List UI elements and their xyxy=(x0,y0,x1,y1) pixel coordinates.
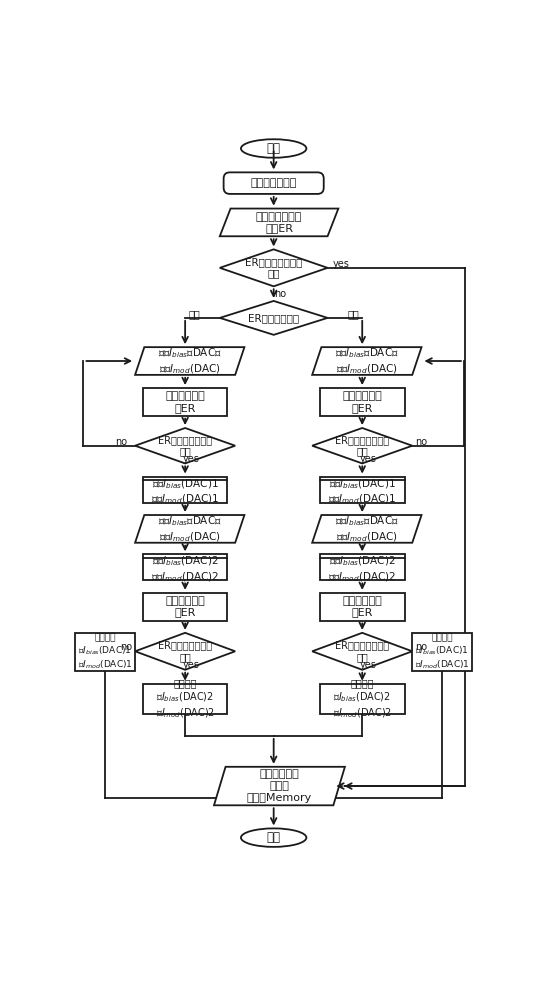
Text: yes: yes xyxy=(360,454,377,464)
Bar xyxy=(320,684,405,714)
Text: ER是否在第二目标
范围: ER是否在第二目标 范围 xyxy=(158,641,212,662)
Polygon shape xyxy=(312,347,421,375)
Text: 偏大: 偏大 xyxy=(189,309,200,319)
Bar xyxy=(143,388,227,416)
Text: ER是否在第二目标
范围: ER是否在第二目标 范围 xyxy=(158,435,212,457)
Text: ER是否在第二目标
范围: ER是否在第二目标 范围 xyxy=(335,641,389,662)
Text: 调试结果
为$I_{bias}$(DAC)2
和$I_{mod}$(DAC)2: 调试结果 为$I_{bias}$(DAC)2 和$I_{mod}$(DAC)2 xyxy=(155,678,215,720)
Text: 检测待测光模
块ER: 检测待测光模 块ER xyxy=(342,391,382,413)
Text: ER是否在第二目标
范围: ER是否在第二目标 范围 xyxy=(335,435,389,457)
Text: 调试结果
为$I_{bias}$(DAC)2
和$I_{mod}$(DAC)2: 调试结果 为$I_{bias}$(DAC)2 和$I_{mod}$(DAC)2 xyxy=(333,678,392,720)
Text: no: no xyxy=(115,437,128,447)
Text: 减小$I_{bias}$（DAC）
增大$I_{mod}$(DAC): 减小$I_{bias}$（DAC） 增大$I_{mod}$(DAC) xyxy=(335,514,399,544)
Bar xyxy=(320,593,405,620)
Polygon shape xyxy=(220,209,339,236)
Ellipse shape xyxy=(241,139,307,158)
Bar xyxy=(143,593,227,620)
Text: ER偏大还是偏小: ER偏大还是偏小 xyxy=(248,313,299,323)
Text: 调试结果
为$I_{bias}$(DAC)1
和$I_{mod}$(DAC)1: 调试结果 为$I_{bias}$(DAC)1 和$I_{mod}$(DAC)1 xyxy=(77,633,132,671)
Text: 增大$I_{bias}$（DAC）
减小$I_{mod}$(DAC): 增大$I_{bias}$（DAC） 减小$I_{mod}$(DAC) xyxy=(158,514,222,544)
Text: 保存$I_{bias}$(DAC)2
保存$I_{mod}$(DAC)2: 保存$I_{bias}$(DAC)2 保存$I_{mod}$(DAC)2 xyxy=(151,555,219,584)
Bar xyxy=(143,554,227,580)
Text: 检测待测光模
块ER: 检测待测光模 块ER xyxy=(165,391,205,413)
Text: 增大$I_{bias}$（DAC）
减小$I_{mod}$(DAC): 增大$I_{bias}$（DAC） 减小$I_{mod}$(DAC) xyxy=(158,346,222,376)
Text: no: no xyxy=(120,642,132,652)
Text: 检测待测光模块
眼图ER: 检测待测光模块 眼图ER xyxy=(256,212,302,233)
Text: no: no xyxy=(415,642,428,652)
Polygon shape xyxy=(220,301,327,335)
Polygon shape xyxy=(312,428,412,463)
Polygon shape xyxy=(312,515,421,543)
Polygon shape xyxy=(135,428,235,463)
Text: ER是否在第二目标
范围: ER是否在第二目标 范围 xyxy=(245,257,302,279)
Text: 光眼图自动调测: 光眼图自动调测 xyxy=(250,178,297,188)
Text: 调试结果
为$I_{bias}$(DAC)1
和$I_{mod}$(DAC)1: 调试结果 为$I_{bias}$(DAC)1 和$I_{mod}$(DAC)1 xyxy=(415,633,470,671)
Text: 保存$I_{bias}$(DAC)1
保存$I_{mod}$(DAC)1: 保存$I_{bias}$(DAC)1 保存$I_{mod}$(DAC)1 xyxy=(328,477,396,506)
Bar xyxy=(143,477,227,503)
Text: 检测待测光模
块ER: 检测待测光模 块ER xyxy=(342,596,382,617)
FancyBboxPatch shape xyxy=(224,172,324,194)
Text: 开始: 开始 xyxy=(266,142,281,155)
Text: 保存$I_{bias}$(DAC)2
保存$I_{mod}$(DAC)2: 保存$I_{bias}$(DAC)2 保存$I_{mod}$(DAC)2 xyxy=(328,555,396,584)
Polygon shape xyxy=(312,633,412,670)
Text: 减小$I_{bias}$（DAC）
增大$I_{mod}$(DAC): 减小$I_{bias}$（DAC） 增大$I_{mod}$(DAC) xyxy=(335,346,399,376)
Bar xyxy=(143,684,227,714)
Text: yes: yes xyxy=(183,454,200,464)
Bar xyxy=(320,554,405,580)
Text: 保存调试结果
并写入
光模块Memory: 保存调试结果 并写入 光模块Memory xyxy=(247,769,312,803)
Bar xyxy=(320,477,405,503)
Polygon shape xyxy=(214,767,345,805)
Polygon shape xyxy=(135,515,245,543)
Text: yes: yes xyxy=(183,660,200,670)
Text: 结束: 结束 xyxy=(266,831,281,844)
Text: yes: yes xyxy=(360,660,377,670)
Polygon shape xyxy=(135,347,245,375)
Bar xyxy=(320,388,405,416)
Text: no: no xyxy=(274,289,286,299)
Text: 保存$I_{bias}$(DAC)1
保存$I_{mod}$(DAC)1: 保存$I_{bias}$(DAC)1 保存$I_{mod}$(DAC)1 xyxy=(151,477,219,506)
Polygon shape xyxy=(135,633,235,670)
Bar xyxy=(412,633,473,671)
Text: yes: yes xyxy=(333,259,350,269)
Polygon shape xyxy=(220,249,327,286)
Text: 偏小: 偏小 xyxy=(347,309,359,319)
Ellipse shape xyxy=(241,828,307,847)
Text: 检测待测光模
块ER: 检测待测光模 块ER xyxy=(165,596,205,617)
Bar xyxy=(75,633,135,671)
Text: no: no xyxy=(415,437,428,447)
